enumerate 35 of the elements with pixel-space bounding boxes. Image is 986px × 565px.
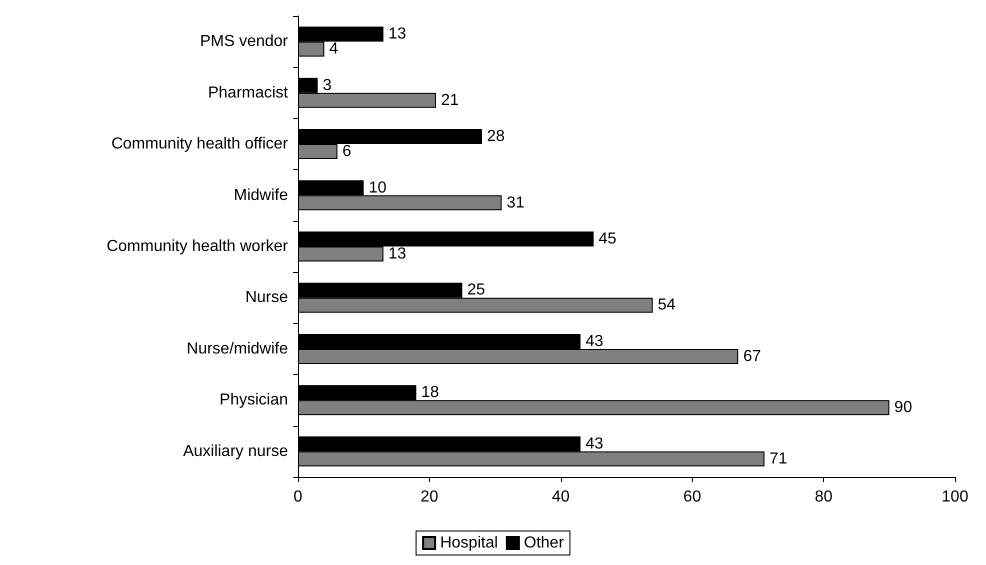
- x-tick-label: 100: [942, 488, 968, 506]
- data-label: 71: [769, 450, 788, 468]
- data-label: 25: [467, 282, 486, 299]
- data-label: 4: [329, 40, 338, 58]
- y-tick-label: Nurse/midwife: [186, 340, 288, 358]
- y-tick-label: Community health worker: [106, 238, 289, 255]
- data-label: 28: [486, 128, 505, 146]
- data-label: 54: [658, 296, 676, 314]
- data-label: 90: [894, 399, 912, 416]
- x-tick-label: 80: [814, 488, 833, 506]
- data-label: 43: [586, 435, 604, 452]
- x-tick-label: 20: [420, 488, 438, 506]
- legend-label: Other: [524, 534, 565, 552]
- y-tick-label: Auxiliary nurse: [183, 442, 288, 460]
- data-label: 43: [586, 332, 604, 350]
- data-label: 10: [368, 179, 387, 196]
- data-label: 18: [421, 384, 440, 402]
- x-tick-label: 40: [552, 488, 570, 506]
- data-label: 31: [506, 194, 525, 212]
- y-tick-label: Physician: [220, 392, 288, 409]
- data-label: 21: [440, 92, 459, 109]
- x-tick-label: 0: [294, 488, 303, 506]
- data-label: 3: [322, 76, 332, 94]
- y-tick-label: Pharmacist: [208, 84, 289, 102]
- data-label: 45: [598, 230, 617, 248]
- y-tick-label: Midwife: [234, 186, 288, 204]
- y-tick-label: PMS vendor: [200, 33, 289, 50]
- x-tick-label: 60: [683, 488, 702, 506]
- legend-label: Hospital: [440, 534, 498, 552]
- y-tick-label: Nurse: [245, 289, 288, 306]
- data-label: 67: [743, 348, 762, 365]
- data-label: 13: [388, 246, 406, 262]
- data-label: 6: [342, 143, 352, 160]
- y-tick-label: Community health officer: [111, 136, 289, 153]
- data-label: 13: [388, 26, 406, 43]
